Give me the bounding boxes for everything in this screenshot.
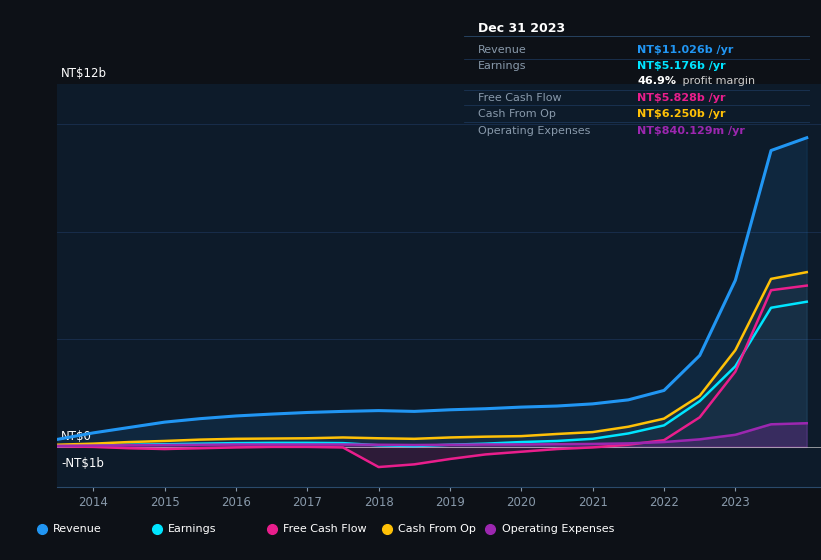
Text: NT$6.250b /yr: NT$6.250b /yr xyxy=(637,109,726,119)
Text: Free Cash Flow: Free Cash Flow xyxy=(478,92,562,102)
Text: NT$5.828b /yr: NT$5.828b /yr xyxy=(637,92,726,102)
Text: Dec 31 2023: Dec 31 2023 xyxy=(478,22,565,35)
Text: Revenue: Revenue xyxy=(53,524,102,534)
Text: Earnings: Earnings xyxy=(168,524,217,534)
Text: Cash From Op: Cash From Op xyxy=(478,109,556,119)
Text: Revenue: Revenue xyxy=(478,45,526,55)
Text: NT$11.026b /yr: NT$11.026b /yr xyxy=(637,45,733,55)
Text: Operating Expenses: Operating Expenses xyxy=(502,524,614,534)
Text: Operating Expenses: Operating Expenses xyxy=(478,125,590,136)
Text: 46.9%: 46.9% xyxy=(637,76,677,86)
Text: NT$12b: NT$12b xyxy=(62,67,108,80)
Text: profit margin: profit margin xyxy=(679,76,754,86)
Text: NT$840.129m /yr: NT$840.129m /yr xyxy=(637,125,745,136)
Text: NT$0: NT$0 xyxy=(62,430,92,443)
Text: Earnings: Earnings xyxy=(478,61,526,71)
Text: Free Cash Flow: Free Cash Flow xyxy=(283,524,367,534)
Text: NT$5.176b /yr: NT$5.176b /yr xyxy=(637,61,726,71)
Text: -NT$1b: -NT$1b xyxy=(62,457,104,470)
Text: Cash From Op: Cash From Op xyxy=(398,524,476,534)
